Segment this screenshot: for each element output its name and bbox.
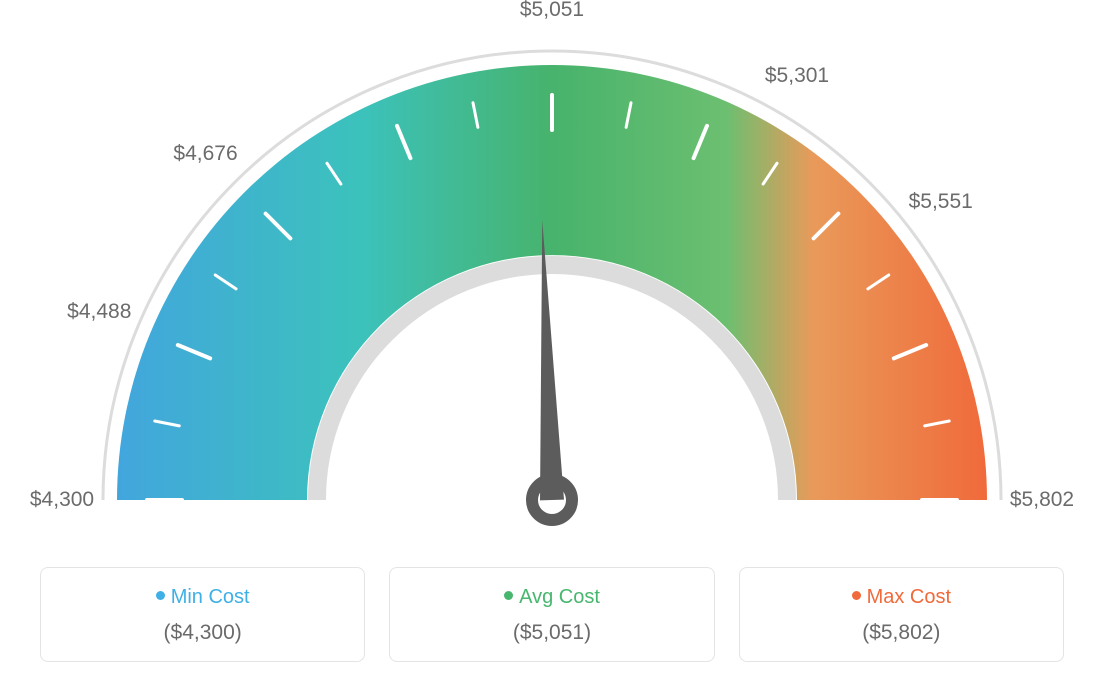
gauge-tick-label: $4,676	[173, 142, 237, 166]
gauge-tick-label: $5,301	[765, 64, 829, 88]
legend-dot-max	[852, 591, 861, 600]
gauge-tick-label: $5,051	[520, 0, 584, 22]
gauge-tick-label: $5,802	[1010, 488, 1074, 512]
legend-card-max: Max Cost ($5,802)	[739, 567, 1064, 662]
legend-dot-min	[156, 591, 165, 600]
gauge-svg	[0, 0, 1104, 540]
legend-title-max: Max Cost	[750, 586, 1053, 609]
legend-value-min: ($4,300)	[51, 621, 354, 645]
legend-value-max: ($5,802)	[750, 621, 1053, 645]
legend-value-avg: ($5,051)	[400, 621, 703, 645]
gauge-area: $4,300 $4,488 $4,676 $5,051 $5,301 $5,551 $5,8…	[0, 0, 1104, 540]
legend-card-min: Min Cost ($4,300)	[40, 567, 365, 662]
legend-card-avg: Avg Cost ($5,051)	[389, 567, 714, 662]
gauge-tick-label: $5,551	[909, 190, 973, 214]
legend-title-avg: Avg Cost	[400, 586, 703, 609]
legend-dot-avg	[504, 591, 513, 600]
legend-title-min: Min Cost	[51, 586, 354, 609]
legend-row: Min Cost ($4,300) Avg Cost ($5,051) Max …	[40, 567, 1064, 662]
gauge-tick-label: $4,488	[67, 300, 131, 324]
gauge-chart-container: $4,300 $4,488 $4,676 $5,051 $5,301 $5,551 $5,8…	[0, 0, 1104, 690]
legend-label-min: Min Cost	[171, 586, 250, 608]
legend-label-max: Max Cost	[867, 586, 951, 608]
legend-label-avg: Avg Cost	[519, 586, 600, 608]
gauge-tick-label: $4,300	[30, 488, 94, 512]
